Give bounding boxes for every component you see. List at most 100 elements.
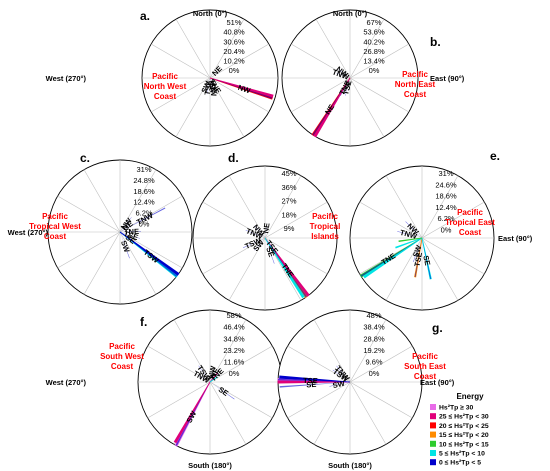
sector-bar-tnw <box>336 73 350 78</box>
ring-label: 11.6% <box>224 358 245 367</box>
sector-bar-nw <box>254 225 265 238</box>
panel-letter: f. <box>140 315 147 329</box>
sector-bar-tne <box>120 231 141 232</box>
energy-bar <box>209 372 218 383</box>
sector-bar-tsw <box>332 369 350 382</box>
energy-bar <box>264 237 305 299</box>
ring-label: 67% <box>366 18 381 27</box>
energy-bar <box>313 77 351 138</box>
energy-bar <box>395 237 423 249</box>
ring-label: 20.4% <box>223 47 245 56</box>
panel-title: Pacific South West Coast <box>100 342 144 371</box>
panel-title: Pacific Tropical Islands <box>310 212 341 241</box>
sector-label: NW <box>206 364 218 379</box>
grid-spoke <box>209 77 270 113</box>
sector-label: SW <box>119 239 132 254</box>
ring-label: 18.6% <box>133 187 155 196</box>
ring-label: 24.8% <box>133 176 155 185</box>
east-label: East (90°) <box>498 234 533 243</box>
grid-spoke <box>385 175 423 239</box>
sector-label: NE <box>208 366 221 379</box>
ring-label: 9.6% <box>365 358 382 367</box>
legend-swatch <box>430 459 436 466</box>
panel-letter: g. <box>432 321 443 335</box>
grid-spoke <box>287 345 351 383</box>
grid-spoke <box>349 345 413 383</box>
grid-spoke <box>119 231 183 269</box>
legend-label: 15 ≤ Hs²Tp < 20 <box>439 432 489 439</box>
ring-label: 0% <box>139 220 150 229</box>
sector-bar-tne <box>340 78 350 97</box>
legend-swatch <box>430 431 436 438</box>
grid-spoke <box>150 43 211 79</box>
grid-spoke <box>228 175 266 239</box>
panel-letter: b. <box>430 35 441 49</box>
ring-label: 51% <box>226 18 241 27</box>
sector-bar-tse <box>278 378 350 382</box>
grid-spoke <box>119 231 157 295</box>
sector-bar-sw <box>120 232 130 259</box>
west-label: West (270°) <box>8 228 49 237</box>
ring-label: 46.4% <box>223 323 245 332</box>
sector-bar-tsw <box>198 365 210 382</box>
sector-bar-tse <box>120 232 140 239</box>
sector-bar-nw <box>405 221 422 238</box>
north-label: North (0°) <box>193 9 228 18</box>
grid-spoke <box>313 319 351 383</box>
sector-label: NE <box>261 222 271 234</box>
grid-spoke <box>83 231 121 295</box>
sector-label: SE <box>264 246 276 258</box>
grid-spoke <box>349 319 387 383</box>
energy-bar <box>264 237 310 297</box>
sector-bar-tse <box>414 238 422 277</box>
ring-label: 24.6% <box>435 180 457 189</box>
sector-bar-nw <box>120 217 132 232</box>
grid-spoke <box>421 201 485 239</box>
ring-label: 13.4% <box>363 57 385 66</box>
sector-label: SE <box>207 81 219 93</box>
grid-spoke <box>228 237 266 301</box>
sector-bar-se <box>279 382 350 388</box>
energy-bar <box>119 231 180 276</box>
sector-bar-sw <box>175 382 210 446</box>
sector-bar-ne <box>210 370 216 382</box>
grid-spoke <box>349 381 387 445</box>
grid-spoke <box>202 201 266 239</box>
legend-title: Energy <box>456 392 484 401</box>
sector-label: SW <box>332 379 347 391</box>
ring-label: 36% <box>281 183 296 192</box>
grid-spoke <box>287 381 351 419</box>
legend-swatch <box>430 413 436 420</box>
ring-label: 6.2% <box>437 214 454 223</box>
ring-label: 26.8% <box>363 47 385 56</box>
ring-label: 0% <box>441 225 452 234</box>
panel-title: Pacific North East Coast <box>395 70 436 99</box>
energy-bar <box>277 380 351 384</box>
grid-spoke <box>264 237 328 275</box>
panel-title: Pacific Tropical West Coast <box>29 212 81 241</box>
legend-label: 5 ≤ Hs²Tp < 10 <box>439 451 485 458</box>
sector-bar-tsw <box>120 232 178 277</box>
sector-bar-tse <box>207 78 210 94</box>
panel-letter: e. <box>490 149 500 163</box>
ring-label: 40.2% <box>363 37 385 46</box>
polar-panel-1: NENWTNESETNWTSESW0%10.2%20.4%30.6%40.8%5… <box>46 9 279 147</box>
energy-bar <box>398 237 423 243</box>
sector-bar-tne <box>265 238 307 298</box>
sector-bar-tnw <box>336 365 350 382</box>
sector-label: TNW <box>206 78 219 97</box>
sector-bar-tsw <box>242 238 265 248</box>
sector-bar-se <box>120 232 140 246</box>
grid-spoke <box>202 237 266 275</box>
ring-label: 34.8% <box>223 334 245 343</box>
grid-spoke <box>57 231 121 269</box>
ring-label: 12.4% <box>435 203 457 212</box>
legend-swatch <box>430 404 436 410</box>
panel-letter: c. <box>80 151 90 165</box>
grid-spoke <box>57 195 121 233</box>
grid-spoke <box>119 169 157 233</box>
grid-spoke <box>209 381 247 445</box>
sector-bar-tse <box>265 238 278 255</box>
south-label: South (180°) <box>328 461 372 470</box>
